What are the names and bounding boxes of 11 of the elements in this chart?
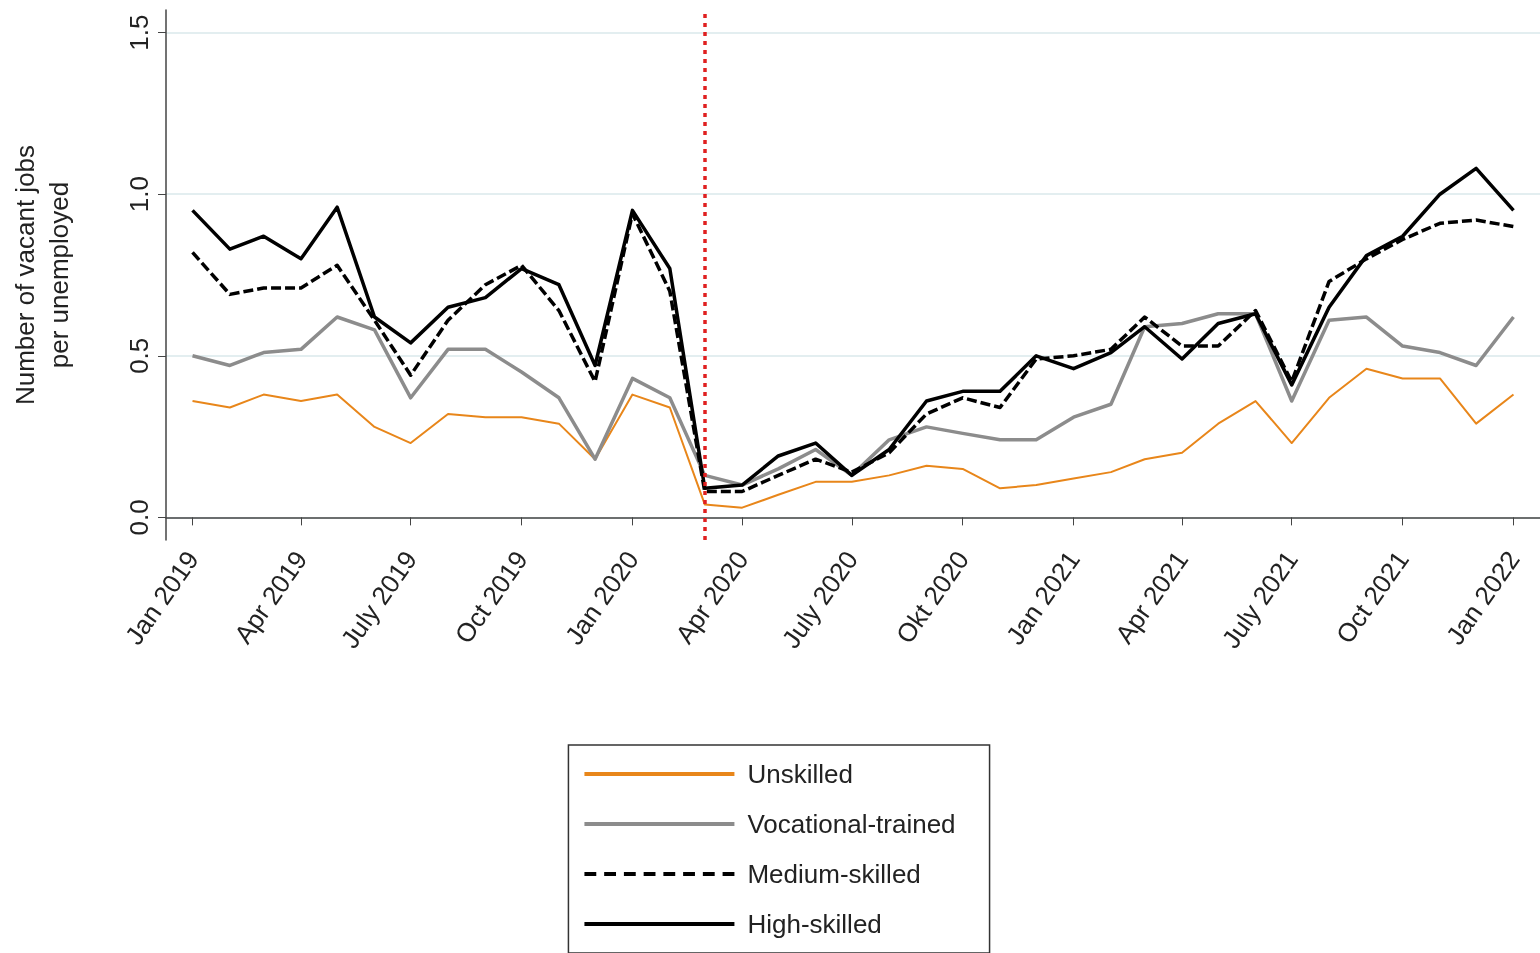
y-tick-label: 0.5 <box>124 337 154 374</box>
line-series <box>190 312 1516 487</box>
y-tick-label: 1.5 <box>124 14 154 51</box>
y-tick-label: 0.0 <box>124 499 154 536</box>
legend-label: Unskilled <box>747 759 853 789</box>
legend-label: Medium-skilled <box>747 859 921 889</box>
legend-label: Vocational-trained <box>747 809 956 839</box>
line-series <box>191 367 1515 509</box>
y-axis-title: Number of vacant jobs per unemployed <box>10 144 74 406</box>
y-tick-label: 1.0 <box>124 176 154 213</box>
legend-label: High-skilled <box>747 909 882 939</box>
